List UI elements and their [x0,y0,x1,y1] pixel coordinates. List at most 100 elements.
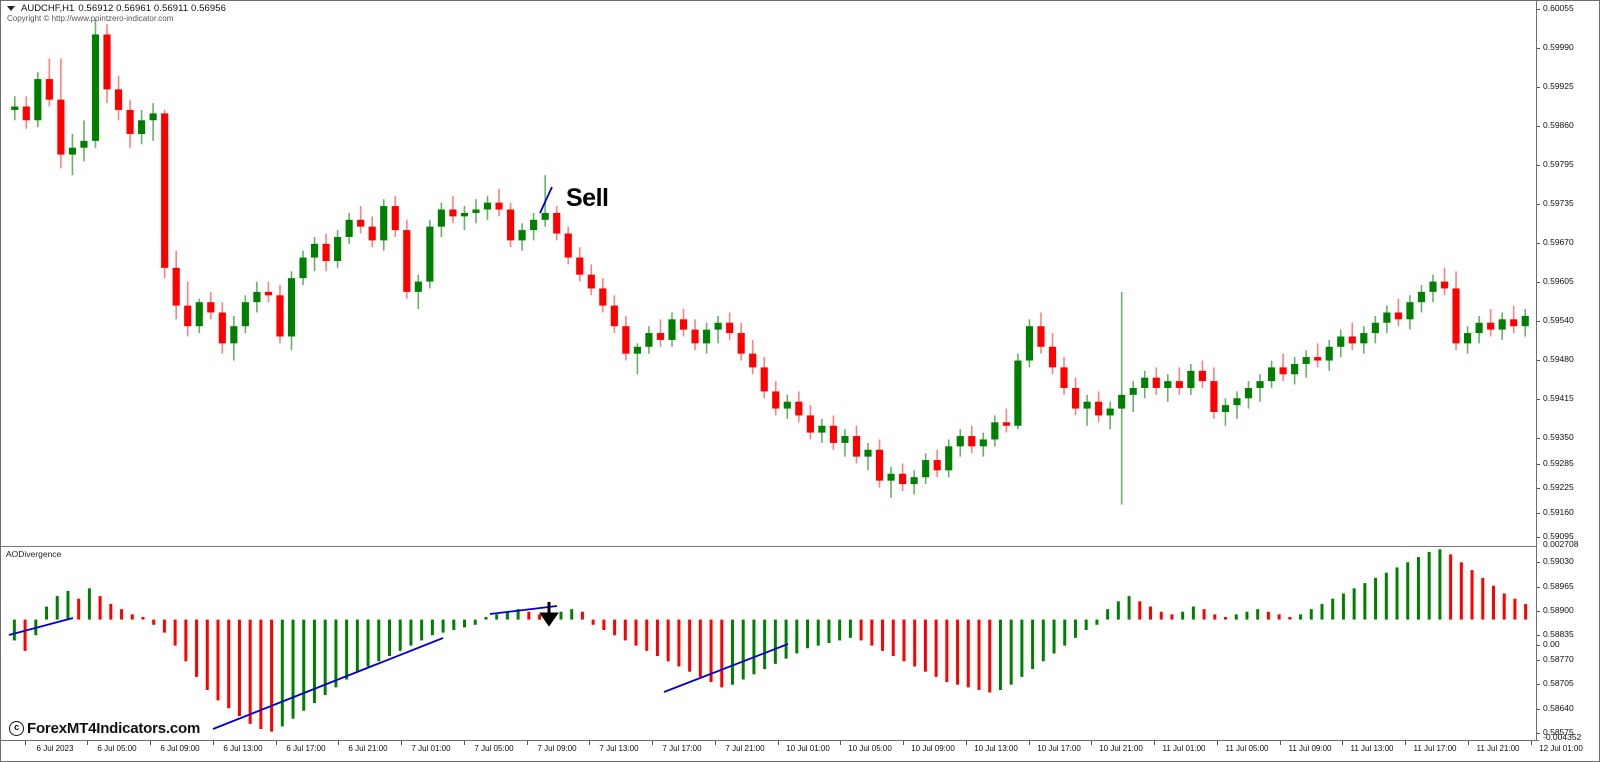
time-tick-label: 10 Jul 13:00 [974,744,1018,753]
candle-body [714,322,722,330]
price-tick-label: 0.59415 [1543,393,1574,403]
price-tick: 0.59670 [1537,237,1599,247]
candle-body [587,274,595,289]
time-tick-mark [1531,741,1532,745]
time-tick-label: 7 Jul 01:00 [411,744,451,753]
price-tick-mark [1537,8,1540,10]
price-tick-label: 0.59925 [1543,81,1574,91]
candle-body [887,473,895,481]
price-tick-label: 0.59540 [1543,315,1574,325]
candle-body [645,333,653,347]
candle-body [749,353,757,368]
candle-body [357,219,365,227]
price-tick: 0.59095 [1537,531,1599,541]
candle-body [1475,322,1483,334]
time-tick-mark [150,741,151,745]
time-axis[interactable]: 6 Jul 2023 6 Jul 05:00 6 Jul 09:00 6 Jul 13… [1,740,1583,761]
candlestick-series [11,19,1529,505]
candle-body [945,446,953,471]
time-tick-label: 11 Jul 13:00 [1350,744,1394,753]
candle-body [1152,377,1160,388]
candle-body [541,212,549,220]
candle-body [576,257,584,275]
price-tick: 0.59160 [1537,507,1599,517]
price-pane[interactable] [1,1,1539,544]
price-tick-label: 0.59480 [1543,354,1574,364]
candle-body [622,326,630,354]
candle-body [656,333,665,340]
price-tick-mark [1537,320,1540,322]
price-tick: 0.59350 [1537,432,1599,442]
candle-body [184,305,192,327]
candle-body [68,147,76,155]
candle-body [322,243,330,261]
candle-body [530,219,538,231]
candle-body [564,233,572,258]
time-tick-mark [25,741,26,745]
candle-body [1025,326,1034,361]
candle-body [1244,387,1253,399]
candle-body [91,34,100,141]
time-tick-label: 10 Jul 09:00 [911,744,955,753]
time-tick-mark [338,741,339,745]
candle-body [334,236,342,261]
candle-body [1406,302,1414,320]
candle-body [1071,387,1080,409]
price-axis[interactable]: 0.60055 0.59990 0.59925 0.59860 0.59795 0.597… [1536,1,1599,761]
candle-body [1498,319,1506,330]
divergence-trendline [663,643,789,693]
candle-body [253,291,261,303]
indicator-tick-mark [1537,644,1540,646]
time-tick-label: 7 Jul 21:00 [725,744,765,753]
candle-body [1233,398,1241,406]
price-tick: 0.58900 [1537,605,1599,615]
price-tick-mark [1537,164,1540,166]
candle-body [241,302,249,327]
candle-body [760,367,768,392]
candle-body [1037,326,1045,347]
time-tick-mark [1280,741,1281,745]
chevron-down-icon[interactable] [7,6,15,11]
candle-body [818,425,826,433]
price-tick-label: 0.58900 [1543,605,1574,615]
candle-body [1106,408,1114,416]
candle-body [1198,370,1206,382]
candle-body [495,202,503,210]
candle-body [1256,381,1264,388]
candle-body [1141,377,1149,388]
divergence-trendline [8,617,74,636]
time-tick-mark [527,741,528,745]
price-tick-mark [1537,659,1540,661]
price-tick: 0.58770 [1537,654,1599,664]
time-tick-mark [966,741,967,745]
candle-body [310,243,319,258]
down-arrow-icon [539,602,559,627]
time-tick-label: 6 Jul 17:00 [286,744,326,753]
price-tick-label: 0.58835 [1543,629,1574,639]
candle-body [1371,322,1379,334]
time-tick-label: 11 Jul 17:00 [1413,744,1457,753]
candle-body [1360,333,1368,344]
time-tick-mark [1154,741,1155,745]
price-tick-label: 0.58640 [1543,703,1574,713]
price-tick: 0.58835 [1537,629,1599,639]
candle-body [610,305,618,327]
price-tick-mark [1537,47,1540,49]
indicator-trendlines [8,605,789,730]
time-tick-label: 7 Jul 13:00 [599,744,639,753]
candle-body [57,99,65,155]
candle-body [1510,319,1518,327]
candle-body [426,226,434,282]
candle-body [599,288,607,306]
price-tick-mark [1537,683,1540,685]
time-tick-label: 6 Jul 21:00 [348,744,388,753]
candle-body [103,34,111,90]
price-tick: 0.58640 [1537,703,1599,713]
candle-body [1383,312,1391,323]
copyright-label: Copyright © http://www.pointzero-indicat… [7,14,174,23]
candle-body [138,120,146,134]
time-tick-mark [715,741,716,745]
time-tick-label: 6 Jul 05:00 [97,744,137,753]
aodivergence-pane[interactable] [1,546,1539,743]
time-tick-mark [1029,741,1030,745]
